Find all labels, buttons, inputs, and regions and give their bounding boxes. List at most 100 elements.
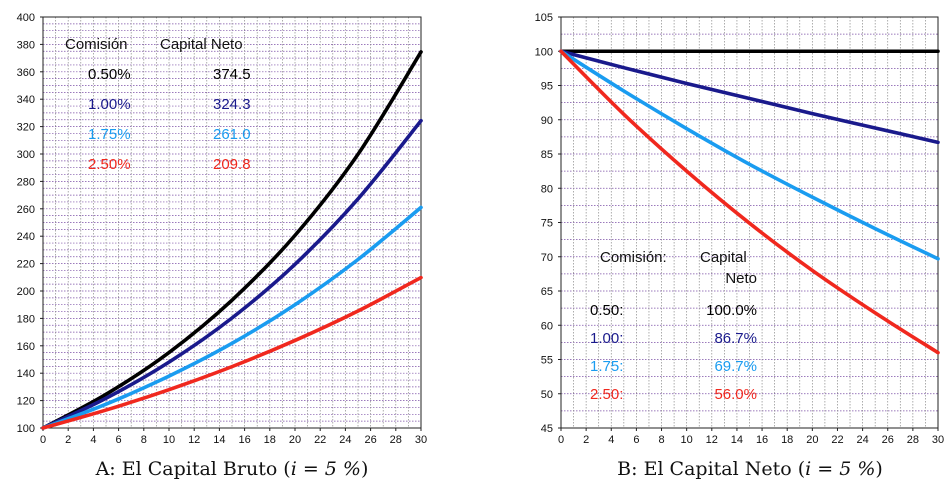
y-tick-label: 80 — [541, 183, 553, 195]
caption-b-suffix: ) — [875, 458, 883, 480]
y-tick-label: 85 — [541, 149, 553, 161]
y-tick-label: 220 — [17, 259, 35, 271]
y-tick-label: 340 — [17, 94, 35, 106]
series-line-3 — [41, 275, 423, 430]
x-tick-label: 22 — [831, 434, 843, 446]
series-line-1 — [559, 49, 940, 145]
y-tick-label: 300 — [17, 149, 35, 161]
x-tick-label: 14 — [213, 434, 225, 446]
annotation-row-2-rate: 1.75% — [88, 126, 131, 143]
x-tick-label: 4 — [90, 434, 96, 446]
annotation-header-col1: Comisión: — [600, 249, 667, 266]
x-tick-label: 0 — [40, 434, 46, 446]
x-tick-label: 8 — [141, 434, 147, 446]
annotation-row-1-value: 324.3 — [213, 96, 251, 113]
x-tick-label: 18 — [781, 434, 793, 446]
caption-b: B: El Capital Neto (i = 5 %) — [560, 458, 940, 480]
gridlines — [560, 16, 939, 429]
annotation-row-0-value: 100.0% — [706, 302, 757, 319]
x-tick-label: 26 — [882, 434, 894, 446]
x-tick-label: 16 — [238, 434, 250, 446]
x-tick-label: 20 — [806, 434, 818, 446]
x-tick-label: 4 — [608, 434, 614, 446]
y-tick-label: 60 — [541, 320, 553, 332]
caption-a-prefix: A: El Capital Bruto ( — [95, 458, 291, 480]
x-tick-label: 30 — [932, 434, 944, 446]
x-tick-label: 28 — [907, 434, 919, 446]
x-tick-label: 22 — [314, 434, 326, 446]
series-line-3 — [559, 49, 940, 355]
x-tick-label: 18 — [264, 434, 276, 446]
y-tick-label: 100 — [535, 46, 553, 58]
annotation-row-0-rate: 0.50: — [590, 302, 623, 319]
series-line-2 — [41, 205, 423, 430]
y-tick-label: 90 — [541, 115, 553, 127]
series-line-1 — [41, 118, 423, 430]
x-tick-label: 24 — [856, 434, 868, 446]
annotation-row-1-rate: 1.00: — [590, 330, 623, 347]
annotation-row-3-rate: 2.50% — [88, 156, 131, 173]
y-tick-label: 55 — [541, 355, 553, 367]
annotation-row-1-value: 86.7% — [714, 330, 757, 347]
y-tick-label: 200 — [17, 286, 35, 298]
x-tick-label: 0 — [558, 434, 564, 446]
y-tick-label: 260 — [17, 204, 35, 216]
annotation-header-col2b: Neto — [725, 270, 757, 287]
y-tick-label: 180 — [17, 313, 35, 325]
x-tick-label: 6 — [633, 434, 639, 446]
annotation-header-col2: Capital — [700, 249, 747, 266]
caption-b-math: i = 5 % — [805, 458, 876, 480]
caption-a-suffix: ) — [360, 458, 369, 480]
chart-panel-0: 1001201401601802002202402602803003203403… — [17, 12, 427, 446]
annotation-row-0-rate: 0.50% — [88, 66, 131, 83]
caption-a-math: i = 5 % — [290, 458, 361, 480]
x-tick-label: 10 — [681, 434, 693, 446]
y-tick-label: 65 — [541, 286, 553, 298]
caption-a: A: El Capital Bruto (i = 5 %) — [42, 458, 422, 480]
y-tick-label: 360 — [17, 67, 35, 79]
y-tick-label: 140 — [17, 368, 35, 380]
x-tick-label: 6 — [116, 434, 122, 446]
series-line-2 — [559, 49, 940, 261]
x-tick-label: 2 — [65, 434, 71, 446]
y-tick-label: 380 — [17, 39, 35, 51]
x-tick-label: 8 — [658, 434, 664, 446]
y-tick-label: 160 — [17, 341, 35, 353]
annotation-row-0-value: 374.5 — [213, 66, 251, 83]
x-tick-label: 12 — [188, 434, 200, 446]
y-tick-label: 105 — [535, 12, 553, 24]
annotation-header-col2: Capital Neto — [160, 36, 243, 53]
annotation-row-2-value: 261.0 — [213, 126, 251, 143]
caption-b-prefix: B: El Capital Neto ( — [617, 458, 806, 480]
y-tick-label: 95 — [541, 81, 553, 93]
y-tick-label: 240 — [17, 231, 35, 243]
x-tick-label: 2 — [583, 434, 589, 446]
y-tick-label: 100 — [17, 423, 35, 435]
y-tick-label: 70 — [541, 252, 553, 264]
series-line-0 — [41, 50, 423, 430]
x-tick-label: 16 — [756, 434, 768, 446]
annotation-row-3-value: 56.0% — [714, 386, 757, 403]
x-tick-label: 28 — [390, 434, 402, 446]
y-tick-label: 280 — [17, 176, 35, 188]
y-tick-label: 120 — [17, 396, 35, 408]
x-tick-label: 26 — [364, 434, 376, 446]
annotation-row-2-value: 69.7% — [714, 358, 757, 375]
x-tick-label: 14 — [731, 434, 743, 446]
y-tick-label: 75 — [541, 218, 553, 230]
annotation-row-1-rate: 1.00% — [88, 96, 131, 113]
x-tick-label: 30 — [415, 434, 427, 446]
annotation-row-3-rate: 2.50: — [590, 386, 623, 403]
y-tick-label: 400 — [17, 12, 35, 24]
annotation-row-3-value: 209.8 — [213, 156, 251, 173]
axes-frame — [42, 16, 422, 429]
x-tick-label: 20 — [289, 434, 301, 446]
x-tick-label: 24 — [339, 434, 351, 446]
annotation-row-2-rate: 1.75: — [590, 358, 623, 375]
y-tick-label: 50 — [541, 389, 553, 401]
annotation-header-col1: Comisión — [65, 36, 128, 53]
x-tick-label: 10 — [163, 434, 175, 446]
